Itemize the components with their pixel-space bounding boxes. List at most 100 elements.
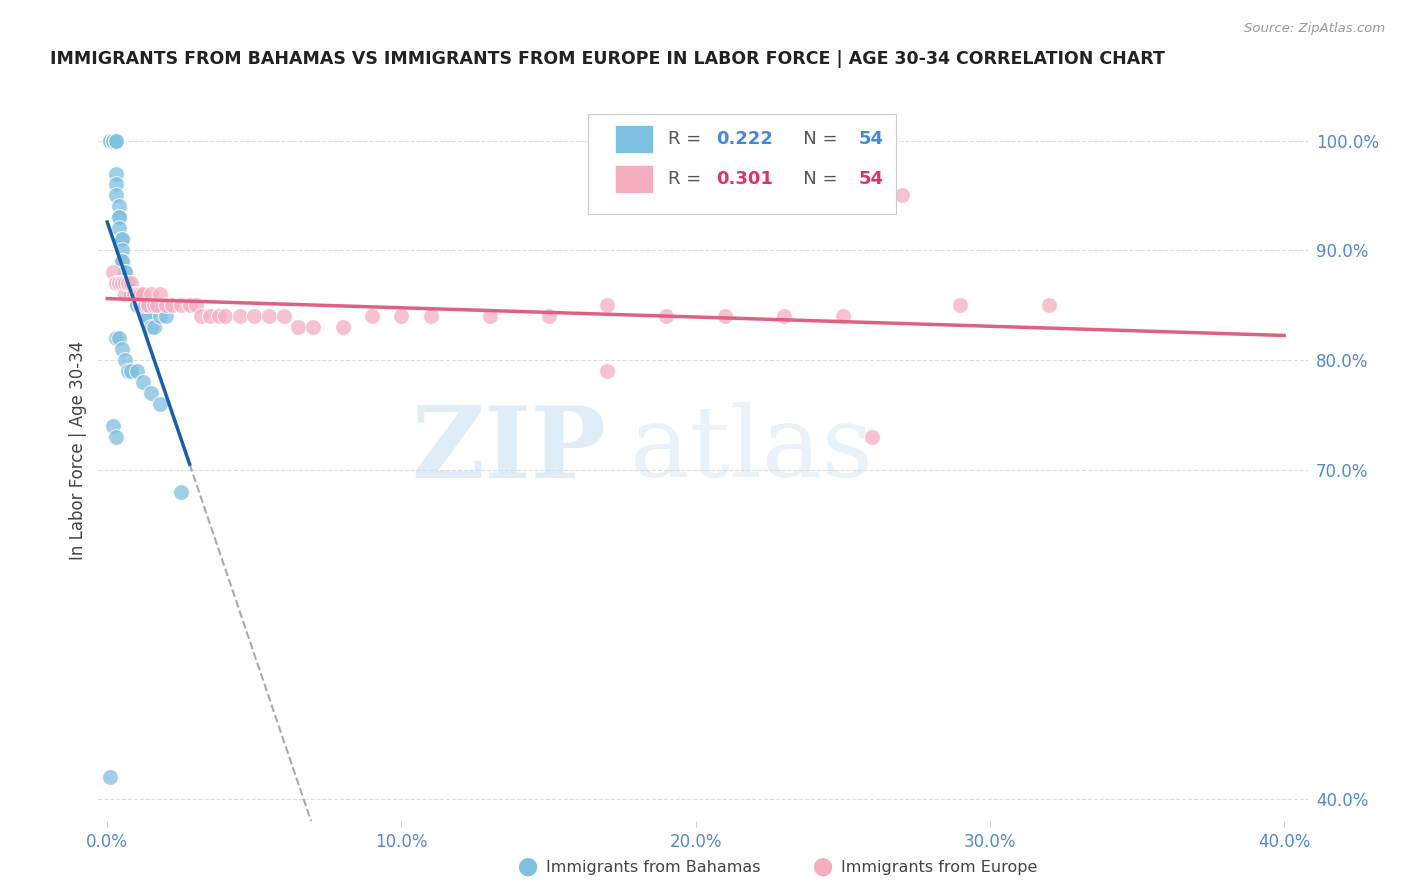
Point [117, 276, 139, 290]
Text: 0.301: 0.301 [716, 170, 773, 188]
Point [120, 276, 142, 290]
Point [98, 770, 121, 784]
Point [111, 342, 134, 356]
Text: R =: R = [668, 130, 707, 148]
Point [117, 276, 139, 290]
Point [111, 232, 134, 246]
Point [138, 309, 160, 323]
Point [108, 211, 131, 225]
Point [170, 298, 193, 312]
Point [860, 430, 883, 444]
Point [179, 298, 201, 312]
Point [332, 320, 354, 334]
Point [98, 134, 121, 148]
Point [131, 298, 153, 312]
Point [120, 287, 142, 301]
Point [101, 418, 124, 433]
Point [131, 375, 153, 389]
Point [243, 309, 266, 323]
Point [98, 134, 121, 148]
Point [773, 309, 796, 323]
Point [596, 298, 619, 312]
Point [391, 309, 413, 323]
Text: ⬤: ⬤ [517, 858, 537, 876]
Point [114, 276, 136, 290]
Point [108, 199, 131, 213]
Point [287, 320, 309, 334]
Point [117, 276, 139, 290]
Point [122, 287, 145, 301]
Point [141, 287, 163, 301]
Text: N =: N = [786, 170, 844, 188]
Point [108, 211, 131, 225]
Text: Immigrants from Europe: Immigrants from Europe [841, 860, 1038, 874]
Point [111, 254, 134, 268]
Point [596, 364, 619, 378]
Point [141, 320, 163, 334]
Point [101, 265, 124, 279]
Point [108, 276, 131, 290]
Point [98, 134, 121, 148]
Point [361, 309, 384, 323]
Text: 54: 54 [859, 130, 884, 148]
Point [108, 221, 131, 235]
Text: atlas: atlas [630, 402, 873, 499]
Point [125, 298, 148, 312]
Point [105, 178, 128, 192]
Point [125, 287, 148, 301]
Point [120, 364, 142, 378]
Point [114, 265, 136, 279]
FancyBboxPatch shape [614, 125, 654, 153]
Text: Immigrants from Bahamas: Immigrants from Bahamas [546, 860, 761, 874]
Point [190, 309, 212, 323]
Point [120, 287, 142, 301]
Point [146, 298, 169, 312]
Text: ⬤: ⬤ [813, 858, 832, 876]
Point [208, 309, 231, 323]
Text: R =: R = [668, 170, 707, 188]
Point [143, 320, 166, 334]
Point [117, 276, 139, 290]
Point [155, 298, 177, 312]
Text: 0.222: 0.222 [716, 130, 773, 148]
Point [114, 276, 136, 290]
Point [111, 232, 134, 246]
Text: Source: ZipAtlas.com: Source: ZipAtlas.com [1244, 22, 1385, 36]
Point [478, 309, 501, 323]
Point [98, 134, 121, 148]
Point [108, 276, 131, 290]
Text: IMMIGRANTS FROM BAHAMAS VS IMMIGRANTS FROM EUROPE IN LABOR FORCE | AGE 30-34 COR: IMMIGRANTS FROM BAHAMAS VS IMMIGRANTS FR… [51, 50, 1166, 68]
Point [537, 309, 560, 323]
Point [831, 309, 853, 323]
Point [200, 309, 222, 323]
Point [184, 298, 207, 312]
Point [1038, 298, 1060, 312]
Point [111, 254, 134, 268]
Text: N =: N = [786, 130, 844, 148]
Point [111, 276, 134, 290]
Point [949, 298, 972, 312]
Point [160, 298, 183, 312]
Point [149, 397, 172, 411]
Point [125, 364, 148, 378]
Point [105, 167, 128, 181]
Point [128, 287, 150, 301]
Point [125, 287, 148, 301]
Point [890, 188, 912, 202]
Point [122, 287, 145, 301]
FancyBboxPatch shape [614, 165, 654, 194]
Point [155, 309, 177, 323]
Point [101, 134, 124, 148]
Point [714, 309, 737, 323]
Point [117, 364, 139, 378]
Point [302, 320, 325, 334]
Point [214, 309, 236, 323]
Point [114, 287, 136, 301]
Text: 54: 54 [859, 170, 884, 188]
Point [105, 188, 128, 202]
Point [105, 276, 128, 290]
Point [101, 134, 124, 148]
Point [143, 298, 166, 312]
Point [105, 331, 128, 345]
Point [114, 353, 136, 368]
